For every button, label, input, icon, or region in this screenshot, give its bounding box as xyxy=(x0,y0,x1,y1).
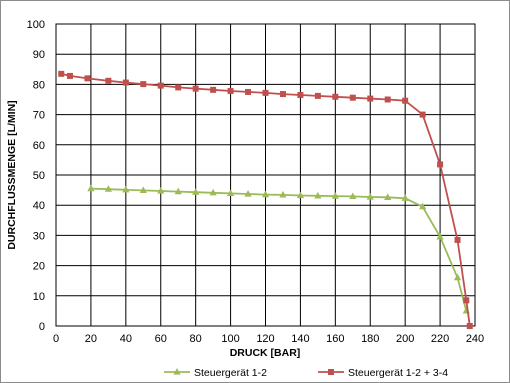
data-point xyxy=(227,88,234,95)
data-point xyxy=(367,95,374,102)
y-axis-title: DURCHFLUSSMENGE [L/MIN] xyxy=(6,100,18,249)
y-tick-label: 60 xyxy=(33,140,45,152)
data-point xyxy=(349,94,356,101)
data-point xyxy=(192,85,199,92)
data-point xyxy=(314,92,321,99)
data-point xyxy=(279,91,286,98)
data-point xyxy=(140,81,147,88)
x-tick-label: 100 xyxy=(221,333,239,345)
x-tick-label: 140 xyxy=(291,333,309,345)
data-point xyxy=(245,88,252,95)
x-tick-label: 220 xyxy=(431,333,449,345)
data-point xyxy=(174,187,182,195)
x-tick-label: 200 xyxy=(396,333,414,345)
y-tick-label: 20 xyxy=(33,261,45,273)
y-tick-label: 70 xyxy=(33,110,45,122)
y-tick-label: 50 xyxy=(33,170,45,182)
data-point xyxy=(58,70,65,77)
data-point xyxy=(349,192,357,200)
x-tick-label: 60 xyxy=(155,333,167,345)
data-point xyxy=(262,89,269,96)
x-tick-label: 0 xyxy=(53,333,59,345)
y-tick-label: 90 xyxy=(33,49,45,61)
data-point xyxy=(314,191,322,199)
data-point xyxy=(209,188,217,196)
data-point xyxy=(105,77,112,84)
legend-entry-2: Steuergerät 1-2 + 3-4 xyxy=(318,367,448,379)
x-tick-label: 20 xyxy=(85,333,97,345)
legend: Steuergerät 1-2 Steuergerät 1-2 + 3-4 xyxy=(164,367,448,379)
legend-label: Steuergerät 1-2 xyxy=(194,367,267,379)
x-tick-label: 120 xyxy=(256,333,274,345)
y-tick-label: 0 xyxy=(39,321,45,333)
data-point xyxy=(139,186,147,194)
data-point xyxy=(122,79,129,86)
y-tick-label: 10 xyxy=(33,291,45,303)
data-point xyxy=(437,161,444,168)
series-2 xyxy=(58,70,473,329)
data-point xyxy=(87,184,95,192)
data-point xyxy=(463,297,470,304)
data-point xyxy=(419,111,426,118)
data-point xyxy=(175,84,182,91)
data-point xyxy=(192,188,200,195)
grid xyxy=(55,23,476,327)
data-point xyxy=(384,193,392,200)
data-point xyxy=(244,190,252,197)
y-tick-label: 80 xyxy=(33,79,45,91)
y-tick-label: 100 xyxy=(27,19,45,31)
series-1 xyxy=(87,184,470,314)
data-point xyxy=(331,192,339,199)
axes: 0 10 20 30 40 50 60 70 80 90 100 0 20 40 60 80 100 120 140… xyxy=(27,19,485,345)
x-tick-label: 80 xyxy=(190,333,202,345)
data-point xyxy=(332,93,339,100)
data-point xyxy=(226,189,235,197)
data-point xyxy=(366,193,374,200)
legend-marker xyxy=(328,369,334,375)
data-point xyxy=(296,191,305,199)
data-point xyxy=(384,96,391,103)
y-tick-label: 40 xyxy=(33,200,45,212)
data-point xyxy=(419,202,427,210)
x-tick-label: 240 xyxy=(466,333,484,345)
data-point xyxy=(453,273,462,281)
legend-entry-1: Steuergerät 1-2 xyxy=(164,367,267,379)
legend-marker xyxy=(173,368,181,375)
data-point xyxy=(466,323,473,329)
data-point xyxy=(402,97,409,104)
series-layer xyxy=(58,70,473,329)
plot-area-border xyxy=(55,23,476,327)
x-tick-label: 180 xyxy=(361,333,379,345)
data-point xyxy=(210,86,217,93)
data-point xyxy=(84,75,91,82)
data-point xyxy=(104,185,112,192)
data-point xyxy=(297,91,304,98)
legend-label: Steuergerät 1-2 + 3-4 xyxy=(348,367,448,379)
data-point xyxy=(157,82,164,89)
x-tick-label: 160 xyxy=(326,333,344,345)
y-tick-label: 30 xyxy=(33,230,45,242)
data-point xyxy=(401,194,409,201)
series-line xyxy=(90,187,468,312)
data-point xyxy=(454,236,461,243)
x-tick-label: 40 xyxy=(120,333,132,345)
data-point xyxy=(279,190,287,198)
data-point xyxy=(122,185,130,193)
data-point xyxy=(157,187,165,194)
data-point xyxy=(261,190,270,198)
data-point xyxy=(66,72,73,79)
x-axis-title: DRUCK [BAR] xyxy=(230,347,301,359)
data-point xyxy=(436,232,444,240)
